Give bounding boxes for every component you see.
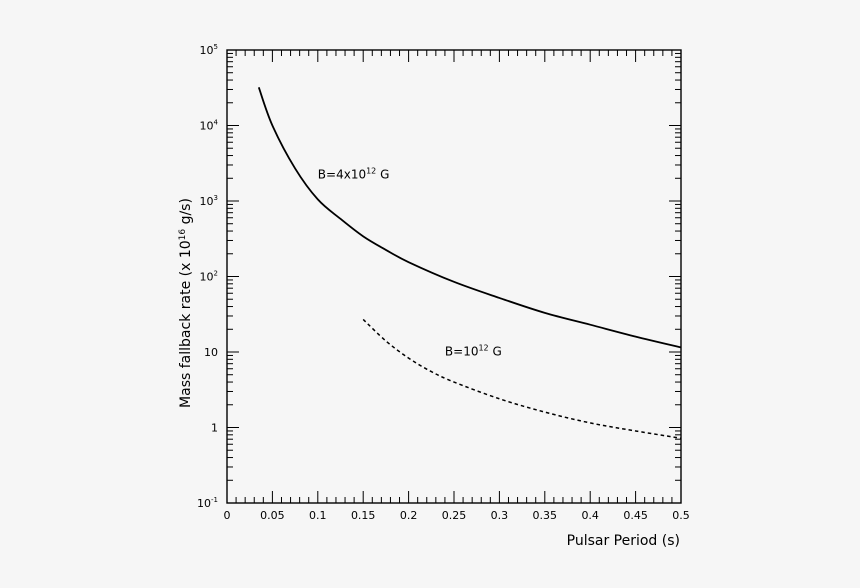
- x-tick-label: 0.5: [672, 509, 690, 522]
- plot-frame: [226, 49, 682, 504]
- x-tick-label: 0.45: [623, 509, 648, 522]
- y-axis-label-suffix: g/s): [178, 198, 194, 229]
- y-tick-label: 105: [200, 43, 218, 57]
- x-tick-labels: 0 0.05 0.1 0.15 0.2 0.25 0.3 0.35 0.4 0.45 0.5: [224, 509, 690, 522]
- y-tick-label: 10-1: [197, 496, 218, 510]
- y-tick-label: 1: [211, 422, 218, 435]
- y-axis-label-exp: 16: [178, 229, 188, 241]
- minor-ticks: [227, 50, 681, 503]
- x-tick-label: 0.15: [351, 509, 376, 522]
- x-tick-label: 0.3: [491, 509, 509, 522]
- x-tick-label: 0.1: [309, 509, 327, 522]
- x-tick-label: 0.2: [400, 509, 418, 522]
- series-line-2: [362, 318, 682, 440]
- series-labels: B=4x1012 G B=1012 G: [318, 166, 502, 358]
- series-label-2: B=1012 G: [445, 343, 502, 358]
- y-tick-label: 102: [200, 270, 218, 284]
- y-axis-label-prefix: Mass fallback rate (x 10: [178, 240, 194, 408]
- x-axis-label: Pulsar Period (s): [567, 533, 680, 549]
- y-tick-label: 10: [204, 346, 218, 359]
- series-label-1: B=4x1012 G: [318, 166, 390, 181]
- x-tick-label: 0.05: [260, 509, 285, 522]
- y-axis-label: Mass fallback rate (x 1016 g/s): [178, 198, 194, 408]
- y-tick-label: 103: [200, 194, 218, 208]
- x-tick-label: 0.35: [533, 509, 558, 522]
- y-tick-label: 104: [200, 119, 219, 133]
- x-tick-label: 0: [224, 509, 231, 522]
- series-layer: [257, 87, 682, 440]
- major-ticks: [226, 49, 682, 504]
- x-tick-label: 0.25: [442, 509, 467, 522]
- y-tick-labels: 10-1 1 10 102 103 104 105: [197, 43, 219, 510]
- series-line-1: [257, 87, 682, 349]
- x-tick-label: 0.4: [581, 509, 599, 522]
